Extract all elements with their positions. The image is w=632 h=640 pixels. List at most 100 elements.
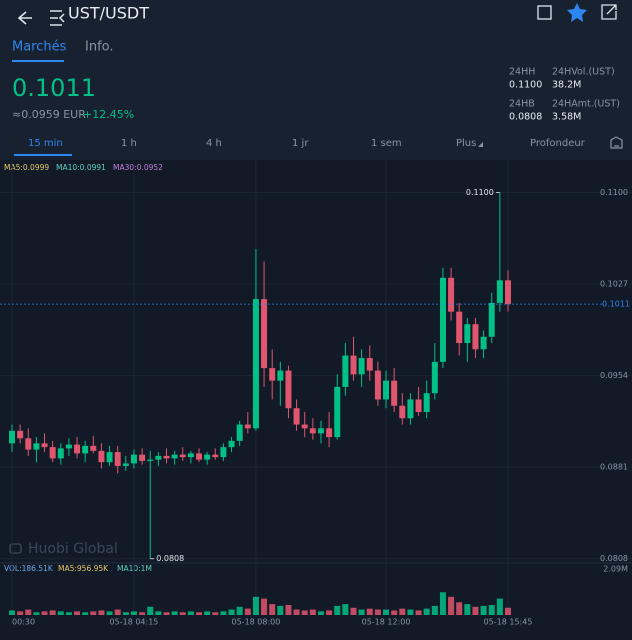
watermark: Huobi Global [28, 541, 118, 557]
ma-label: MA5:0.0999 [4, 163, 49, 172]
volume-bar [179, 612, 186, 615]
candle-body [33, 443, 40, 450]
candle-body [98, 450, 105, 463]
candle-body [9, 430, 15, 444]
stat-label: 24HH [509, 67, 535, 78]
volume-bar [456, 602, 463, 615]
candle-body [106, 452, 113, 463]
x-tick-label: 05-18 15:45 [484, 618, 533, 627]
volume-max-label: 2.09M [603, 565, 628, 574]
candle-body [350, 355, 357, 375]
volume-bar [252, 596, 259, 615]
back-button[interactable] [17, 11, 32, 25]
annotation-label: 0.0808 [156, 554, 184, 563]
candle-body [236, 424, 243, 441]
candle-body [496, 280, 503, 303]
stat-value: 0.1100 [509, 80, 542, 91]
candle-body [309, 428, 316, 434]
stat-label: 24HB [509, 99, 535, 110]
candle-body [488, 302, 495, 337]
period-tab[interactable]: 4 h [206, 138, 222, 149]
y-tick-label: 0.0954 [600, 371, 628, 380]
volume-bar [106, 611, 113, 615]
layout-icon[interactable] [537, 5, 552, 20]
volume-bar [163, 612, 170, 615]
volume-bar [196, 612, 203, 615]
candle-body [65, 444, 72, 449]
volume-bar [122, 612, 129, 615]
volume-bar [285, 605, 292, 615]
candle-body [82, 445, 89, 454]
y-tick-label: 0.1100 [600, 188, 628, 197]
volume-bar [17, 611, 24, 615]
candle-body [285, 370, 292, 409]
last-price-label: 0.1011 [602, 300, 630, 309]
candle-body [41, 443, 48, 448]
volume-bar [65, 612, 72, 615]
candle-body [472, 324, 479, 350]
volume-bar [90, 611, 97, 615]
volume-bar [236, 606, 243, 615]
candle-body [57, 448, 64, 459]
period-tab[interactable]: 1 sem [371, 138, 402, 149]
volume-bar [82, 612, 89, 615]
candle-body [187, 453, 194, 458]
tab[interactable]: Info. [85, 40, 114, 55]
candle-body [269, 368, 276, 381]
candle-body [17, 430, 24, 439]
volume-bar [439, 592, 446, 615]
volume-bar [155, 611, 162, 615]
candle-body [49, 447, 56, 459]
candle-body [155, 455, 162, 460]
y-tick-label: 0.0808 [600, 554, 628, 563]
settings-icon[interactable] [610, 136, 623, 149]
candle-body [220, 447, 227, 458]
candle-body [147, 459, 154, 461]
candle-body [342, 355, 349, 387]
candle-body [431, 361, 438, 394]
volume-bar [49, 610, 56, 615]
favorite-star[interactable] [567, 3, 587, 22]
volume-bar [228, 609, 235, 615]
volume-bar [464, 604, 471, 615]
candle-body [252, 299, 259, 429]
candle-body [204, 454, 211, 460]
period-tab[interactable]: Plus [456, 138, 476, 149]
volume-bar [277, 605, 284, 615]
pair-menu-icon[interactable] [50, 10, 65, 26]
candle-body [374, 370, 381, 400]
candle-body [391, 380, 398, 406]
period-tab[interactable]: 15 min [28, 138, 63, 149]
volume-bar [293, 609, 300, 615]
volume-bar [431, 605, 438, 615]
candle-body [74, 444, 81, 454]
tab[interactable]: Marchés [12, 40, 67, 55]
watermark-icon [9, 543, 22, 554]
candle-body [407, 399, 414, 419]
period-tab[interactable]: 1 h [121, 138, 137, 149]
volume-label: VOL:186.51K [4, 564, 54, 573]
share-icon[interactable] [601, 4, 617, 20]
candle-body [301, 424, 308, 429]
period-underline [14, 154, 72, 156]
period-tab[interactable]: Profondeur [530, 138, 586, 149]
chart-bg [0, 160, 632, 640]
volume-bar [350, 607, 357, 615]
candle-body [179, 454, 186, 458]
stat-value: 3.58M [552, 112, 581, 123]
candle-body [90, 445, 97, 451]
period-tab[interactable]: 1 jr [292, 138, 309, 149]
pair-title[interactable]: UST/USDT [68, 4, 149, 23]
header-bg [0, 0, 632, 160]
price-change: +12.45% [83, 108, 134, 121]
candle-body [212, 454, 219, 458]
candle-body [480, 336, 487, 350]
volume-bar [366, 608, 373, 615]
volume-bar [139, 612, 146, 615]
y-tick-label: 0.1027 [600, 280, 628, 289]
stat-label: 24HVol.(UST) [552, 67, 615, 78]
ma-label: MA30:0.0952 [113, 163, 163, 172]
volume-bar [25, 609, 32, 615]
dropdown-icon [478, 142, 483, 147]
